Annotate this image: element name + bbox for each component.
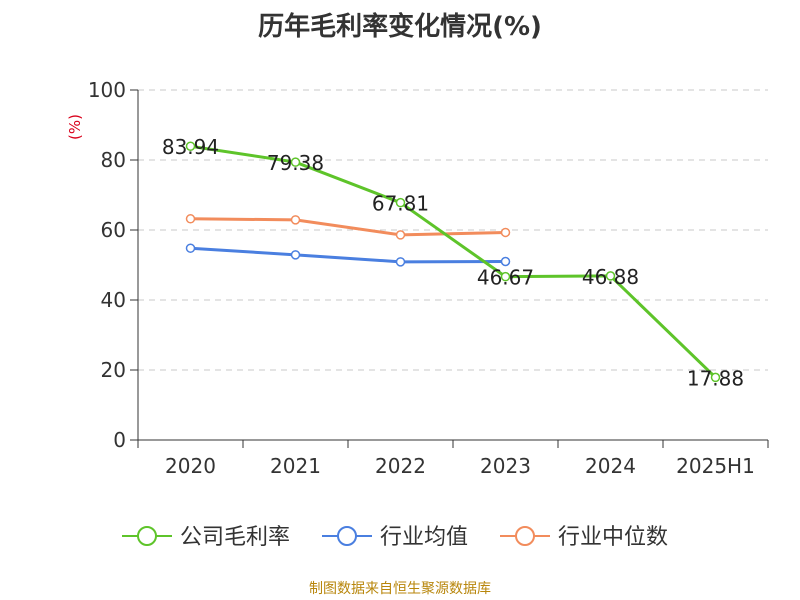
data-point (500, 271, 511, 282)
series-line-industry_avg (190, 246, 506, 264)
data-label: 46.67 (477, 266, 534, 290)
legend-label: 行业中位数 (558, 525, 668, 550)
legend: 公司毛利率 行业均值 行业中位数 (122, 525, 668, 550)
legend-swatch-marker (515, 526, 535, 546)
y-tick-label: 0 (113, 428, 126, 452)
y-tick-label: 20 (101, 358, 126, 382)
x-tick-label: 2025H1 (676, 454, 755, 478)
x-tick-label: 2021 (270, 454, 321, 478)
legend-item: 行业中位数 (500, 525, 668, 550)
data-point (395, 197, 406, 208)
data-point (710, 372, 721, 383)
data-label: 46.88 (582, 265, 639, 289)
series-line-industry_median (190, 217, 506, 237)
y-tick-label: 80 (101, 148, 126, 172)
data-label: 67.81 (372, 192, 429, 216)
data-label-layer: 83.94 79.38 67.81 46.67 46.88 17.88 (162, 135, 744, 390)
legend-swatch-marker (337, 526, 357, 546)
x-tick-label: 2020 (165, 454, 216, 478)
legend-swatch-marker (137, 526, 157, 546)
y-tick-label: 60 (101, 218, 126, 242)
data-point (185, 243, 196, 253)
legend-item: 公司毛利率 (122, 525, 290, 550)
y-tick-label: 100 (88, 78, 126, 102)
y-axis-label: (%) (66, 114, 84, 140)
x-tick-label: 2022 (375, 454, 426, 478)
data-point (500, 256, 511, 267)
data-point (290, 250, 301, 260)
legend-item: 行业均值 (322, 525, 468, 550)
data-point (185, 214, 196, 224)
data-label: 17.88 (687, 366, 744, 390)
data-point (185, 141, 196, 151)
data-point (395, 257, 406, 267)
series-line-company (190, 144, 717, 379)
chart-title: 历年毛利率变化情况(%) (258, 12, 542, 42)
x-tick-label: 2023 (480, 454, 531, 478)
axis-layer: 0 20 40 60 80 100 2020 2021 2022 2023 2024 2025H1 (%… (66, 78, 769, 478)
data-point (290, 157, 301, 167)
legend-label: 行业均值 (380, 525, 468, 550)
data-point (290, 215, 301, 225)
grid-layer (138, 89, 768, 371)
y-tick-label: 40 (101, 288, 126, 312)
data-label: 79.38 (267, 151, 324, 175)
data-point (500, 227, 511, 238)
data-point (605, 271, 616, 281)
data-point (395, 230, 406, 240)
data-source-note: 制图数据来自恒生聚源数据库 (309, 581, 491, 597)
x-tick-label: 2024 (585, 454, 636, 478)
data-label: 83.94 (162, 135, 219, 159)
legend-label: 公司毛利率 (180, 525, 290, 550)
series-layer (185, 141, 721, 383)
